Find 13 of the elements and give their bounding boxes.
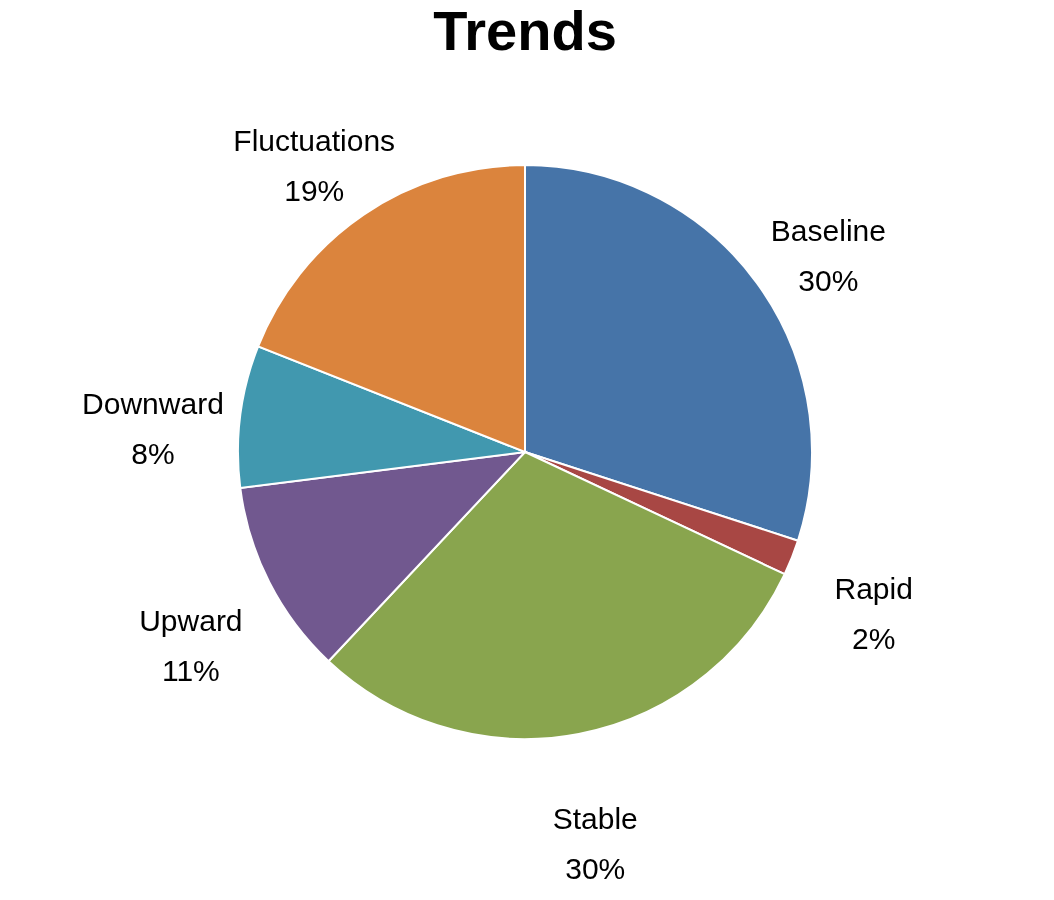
chart-title: Trends <box>433 0 617 62</box>
slice-label: Baseline <box>770 213 886 247</box>
data-label: 2% <box>851 622 896 656</box>
slice-label: Downward <box>82 387 224 420</box>
data-label: 8% <box>131 437 175 470</box>
slice-label: Upward <box>139 604 243 638</box>
slice-label: Fluctuations <box>233 123 396 157</box>
slice-label: Stable <box>552 802 638 836</box>
slice-label: Rapid <box>834 572 913 606</box>
data-label: 19% <box>284 173 345 207</box>
data-label: 30% <box>798 263 859 297</box>
data-label: 30% <box>565 852 626 886</box>
data-label: 11% <box>161 654 220 688</box>
